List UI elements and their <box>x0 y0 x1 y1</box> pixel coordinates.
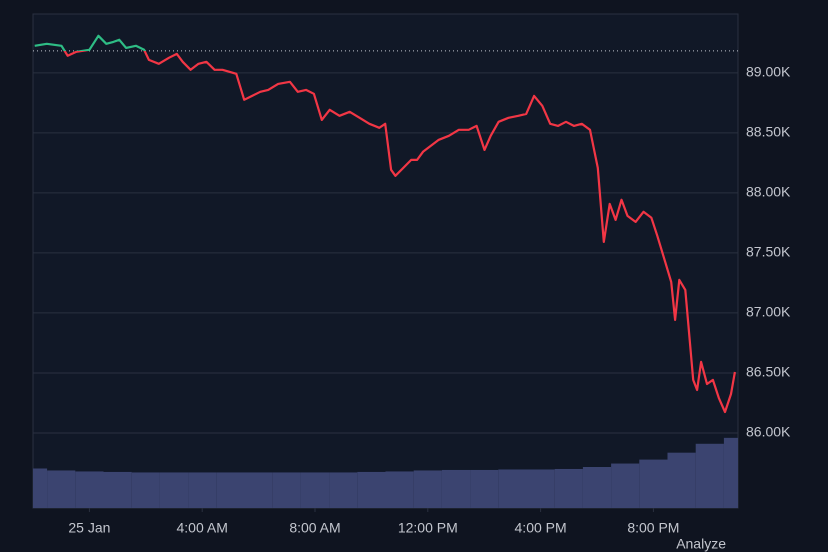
volume-bar <box>188 472 217 508</box>
volume-bar <box>385 471 414 508</box>
x-tick-label: 8:00 AM <box>289 520 340 536</box>
volume-bar <box>216 472 245 508</box>
volume-bar <box>554 468 583 508</box>
volume-bar <box>498 469 527 508</box>
volume-bar <box>413 470 442 508</box>
volume-bar <box>723 437 738 508</box>
y-tick-label: 87.00K <box>746 304 791 320</box>
volume-bar <box>526 469 555 508</box>
volume-bar <box>357 471 386 508</box>
x-tick-label: 4:00 AM <box>177 520 228 536</box>
plot-frame <box>32 13 739 509</box>
volume-bar <box>244 472 273 508</box>
volume-bar <box>103 471 132 508</box>
y-tick-label: 87.50K <box>746 244 791 260</box>
volume-bar <box>75 471 104 508</box>
volume-bar <box>300 472 330 508</box>
volume-bar <box>131 472 160 508</box>
volume-bar <box>441 469 471 508</box>
y-tick-label: 86.00K <box>746 424 791 440</box>
volume-bar <box>159 472 189 508</box>
price-line <box>34 34 736 414</box>
volume-bar <box>667 452 696 508</box>
y-tick-label: 88.00K <box>746 184 791 200</box>
volume-bar <box>639 459 668 508</box>
volume-bar <box>47 470 76 508</box>
y-tick-label: 86.50K <box>746 364 791 380</box>
x-tick-label: 4:00 PM <box>515 520 567 536</box>
x-tick-label: 12:00 PM <box>398 520 458 536</box>
volume-bar <box>611 463 640 508</box>
footer-label: Analyze <box>676 536 726 552</box>
y-tick-label: 88.50K <box>746 124 791 140</box>
volume-bar <box>329 472 358 508</box>
volume-bar <box>272 472 301 508</box>
y-tick-label: 89.00K <box>746 64 791 80</box>
x-tick-label: 8:00 PM <box>627 520 679 536</box>
volume-bar <box>33 468 48 508</box>
volume-bar <box>582 466 612 508</box>
volume-bar <box>695 443 724 508</box>
volume-bar <box>470 469 499 508</box>
x-tick-label: 25 Jan <box>68 520 110 536</box>
